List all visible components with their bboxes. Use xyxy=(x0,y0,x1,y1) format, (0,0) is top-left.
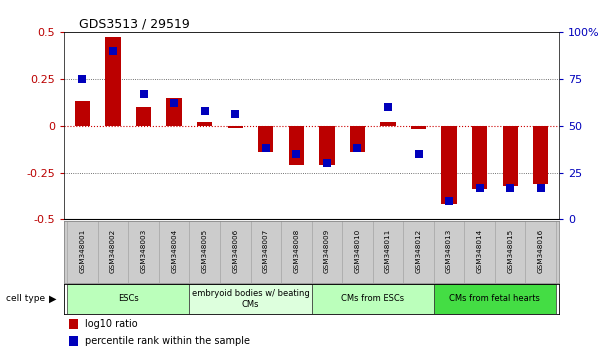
Text: CMs from ESCs: CMs from ESCs xyxy=(341,295,404,303)
Text: GSM348013: GSM348013 xyxy=(446,229,452,273)
Point xyxy=(230,112,240,117)
Text: GSM348006: GSM348006 xyxy=(232,229,238,273)
Bar xyxy=(320,126,335,165)
Point xyxy=(200,108,210,114)
Bar xyxy=(289,126,304,165)
Point xyxy=(414,151,423,156)
Bar xyxy=(197,122,213,126)
Bar xyxy=(166,98,182,126)
Text: GSM348008: GSM348008 xyxy=(293,229,299,273)
Point xyxy=(108,48,118,53)
Text: GSM348011: GSM348011 xyxy=(385,229,391,273)
Point xyxy=(536,185,546,190)
Bar xyxy=(442,126,457,205)
Bar xyxy=(106,38,121,126)
Text: log10 ratio: log10 ratio xyxy=(86,319,138,329)
Point xyxy=(169,100,179,106)
Bar xyxy=(503,126,518,186)
Bar xyxy=(69,319,78,329)
Text: GSM348003: GSM348003 xyxy=(141,229,147,273)
Text: GSM348002: GSM348002 xyxy=(110,229,116,273)
Bar xyxy=(533,126,549,184)
Point xyxy=(505,185,515,190)
Bar xyxy=(312,284,434,314)
Bar xyxy=(350,126,365,152)
Point xyxy=(322,160,332,166)
Bar xyxy=(381,122,396,126)
Bar xyxy=(75,101,90,126)
Text: ▶: ▶ xyxy=(49,294,57,304)
Text: GSM348004: GSM348004 xyxy=(171,229,177,273)
Point xyxy=(353,145,362,151)
Bar xyxy=(189,284,312,314)
Point xyxy=(383,104,393,110)
Bar xyxy=(67,284,189,314)
Point xyxy=(444,198,454,204)
Text: percentile rank within the sample: percentile rank within the sample xyxy=(86,336,251,346)
Text: cell type: cell type xyxy=(6,295,48,303)
Text: GSM348009: GSM348009 xyxy=(324,229,330,273)
Bar xyxy=(258,126,274,152)
Text: CMs from fetal hearts: CMs from fetal hearts xyxy=(450,295,540,303)
Text: GSM348012: GSM348012 xyxy=(415,229,422,273)
Bar xyxy=(228,126,243,127)
Bar xyxy=(69,336,78,346)
Text: ESCs: ESCs xyxy=(118,295,139,303)
Text: GSM348015: GSM348015 xyxy=(507,229,513,273)
Bar xyxy=(434,284,556,314)
Text: embryoid bodies w/ beating
CMs: embryoid bodies w/ beating CMs xyxy=(192,289,309,309)
Bar xyxy=(472,126,488,189)
Text: GSM348016: GSM348016 xyxy=(538,229,544,273)
Point xyxy=(475,185,485,190)
Text: GSM348014: GSM348014 xyxy=(477,229,483,273)
Point xyxy=(291,151,301,156)
Bar xyxy=(136,107,152,126)
Point xyxy=(261,145,271,151)
Text: GSM348010: GSM348010 xyxy=(354,229,360,273)
Bar xyxy=(411,126,426,130)
Point xyxy=(139,91,148,97)
Point xyxy=(78,76,87,82)
Text: GSM348001: GSM348001 xyxy=(79,229,86,273)
Text: GSM348005: GSM348005 xyxy=(202,229,208,273)
Text: GSM348007: GSM348007 xyxy=(263,229,269,273)
Text: GDS3513 / 29519: GDS3513 / 29519 xyxy=(79,18,190,31)
